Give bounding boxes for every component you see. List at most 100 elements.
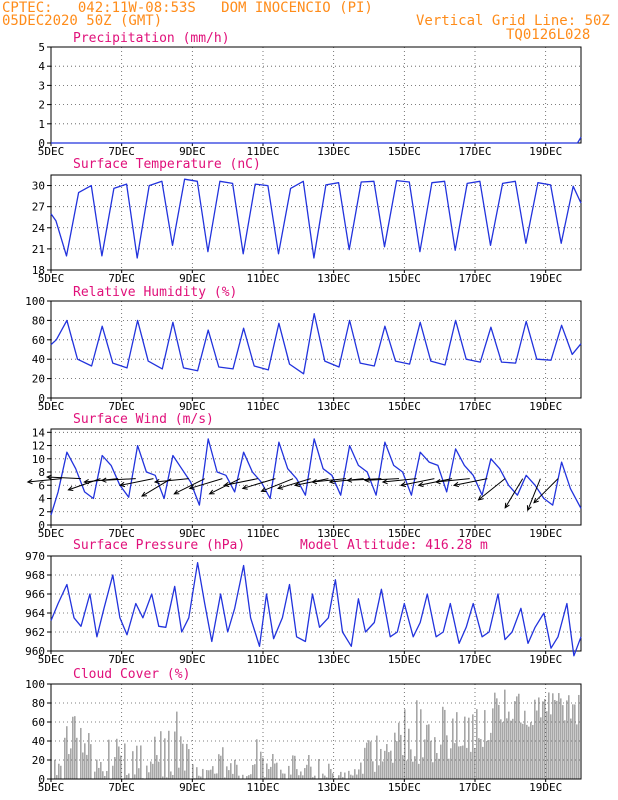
cloud-bar xyxy=(138,768,140,779)
panel-3 xyxy=(26,428,582,528)
cloud-bar xyxy=(290,774,292,779)
x-tick-label: 9DEC xyxy=(179,781,206,794)
x-tick-label: 13DEC xyxy=(317,272,350,285)
cloud-bar xyxy=(472,714,474,779)
cloud-bar xyxy=(464,716,466,779)
cloud-bar xyxy=(310,766,312,779)
y-tick-label: 24 xyxy=(32,222,46,235)
cloud-bar xyxy=(528,726,530,779)
wind-arrow-head xyxy=(477,495,484,501)
cloud-bar xyxy=(84,743,86,779)
wind-arrow xyxy=(400,478,435,486)
cloud-bar xyxy=(550,714,552,779)
x-tick-label: 5DEC xyxy=(38,781,65,794)
panel-2 xyxy=(47,300,582,401)
wind-arrow-head xyxy=(346,477,353,483)
cloud-bar xyxy=(444,709,446,779)
cloud-bar xyxy=(76,737,78,779)
cloud-bar xyxy=(192,764,194,779)
cloud-bar xyxy=(198,775,200,779)
cloud-bar xyxy=(218,754,220,779)
x-tick-label: 7DEC xyxy=(108,527,135,540)
x-tick-label: 15DEC xyxy=(388,272,421,285)
cloud-bar xyxy=(496,698,498,779)
cloud-bar xyxy=(396,741,398,779)
wind-arrow-head xyxy=(100,477,107,483)
wind-arrow xyxy=(312,478,347,483)
cloud-bar xyxy=(398,722,400,779)
cloud-bar xyxy=(120,755,122,779)
wind-arrow xyxy=(27,478,62,483)
cloud-bar xyxy=(162,776,164,779)
cloud-bar xyxy=(468,717,470,779)
y-tick-label: 966 xyxy=(25,588,45,601)
cloud-bar xyxy=(68,754,70,779)
cloud-bar xyxy=(94,771,96,779)
cloud-bar xyxy=(412,761,414,779)
x-tick-label: 7DEC xyxy=(108,653,135,666)
cloud-bar xyxy=(170,771,172,779)
wind-arrow xyxy=(478,478,506,501)
cloud-bar xyxy=(172,775,174,779)
cloud-bar xyxy=(154,736,156,779)
cloud-bar xyxy=(250,774,252,779)
x-tick-label: 19DEC xyxy=(529,400,562,413)
cloud-bar xyxy=(436,753,438,779)
cloud-bar xyxy=(242,774,244,779)
cloud-bar xyxy=(352,775,354,779)
cloud-bar xyxy=(146,765,148,779)
wind-arrow xyxy=(435,478,470,483)
x-tick-label: 13DEC xyxy=(317,145,350,158)
cloud-bar xyxy=(264,777,266,779)
cloud-bar xyxy=(380,748,382,779)
cloud-bar xyxy=(158,761,160,779)
cloud-bar xyxy=(88,733,90,779)
cloud-bar xyxy=(426,724,428,779)
cloud-bar xyxy=(294,755,296,779)
cloud-bar xyxy=(376,735,378,779)
y-tick-label: 2 xyxy=(38,99,45,112)
wind-arrow-head xyxy=(504,502,510,509)
cloud-bar xyxy=(510,720,512,779)
x-tick-label: 11DEC xyxy=(246,272,279,285)
cloud-bar xyxy=(282,773,284,779)
x-tick-label: 11DEC xyxy=(246,400,279,413)
wind-arrow-head xyxy=(526,505,532,512)
cloud-bar xyxy=(494,692,496,779)
cloud-bar xyxy=(490,732,492,779)
wind-arrow xyxy=(101,478,136,481)
cloud-bar xyxy=(344,772,346,779)
cloud-bar xyxy=(150,761,152,779)
cloud-bar xyxy=(348,770,350,779)
x-tick-label: 17DEC xyxy=(458,781,491,794)
cloud-bar xyxy=(428,724,430,779)
x-tick-label: 19DEC xyxy=(529,272,562,285)
cloud-bar xyxy=(140,745,142,779)
cloud-bar xyxy=(324,775,326,779)
wind-arrow xyxy=(224,478,258,486)
cloud-bar xyxy=(544,699,546,779)
y-tick-label: 4 xyxy=(38,493,45,506)
y-tick-label: 21 xyxy=(32,243,45,256)
cloud-bar xyxy=(72,716,74,779)
cloud-bar xyxy=(538,697,540,779)
y-tick-label: 10 xyxy=(32,453,45,466)
cloud-bar xyxy=(100,762,102,779)
x-tick-label: 17DEC xyxy=(458,400,491,413)
wind-arrow-head xyxy=(67,485,74,491)
x-tick-label: 17DEC xyxy=(458,272,491,285)
x-tick-label: 13DEC xyxy=(317,653,350,666)
x-tick-label: 11DEC xyxy=(246,527,279,540)
y-tick-label: 0 xyxy=(38,392,45,405)
cloud-bar xyxy=(296,769,298,779)
cloud-bar xyxy=(328,763,330,779)
cloud-bar xyxy=(574,704,576,779)
cloud-bar xyxy=(388,752,390,779)
cloud-bar xyxy=(330,769,332,779)
x-tick-label: 9DEC xyxy=(179,400,206,413)
cloud-bar xyxy=(378,765,380,779)
series-line xyxy=(50,312,582,375)
wind-arrow-head xyxy=(399,481,407,488)
panel-subtitle: Model Altitude: 416.28 m xyxy=(300,538,488,553)
cloud-bar xyxy=(306,764,308,779)
